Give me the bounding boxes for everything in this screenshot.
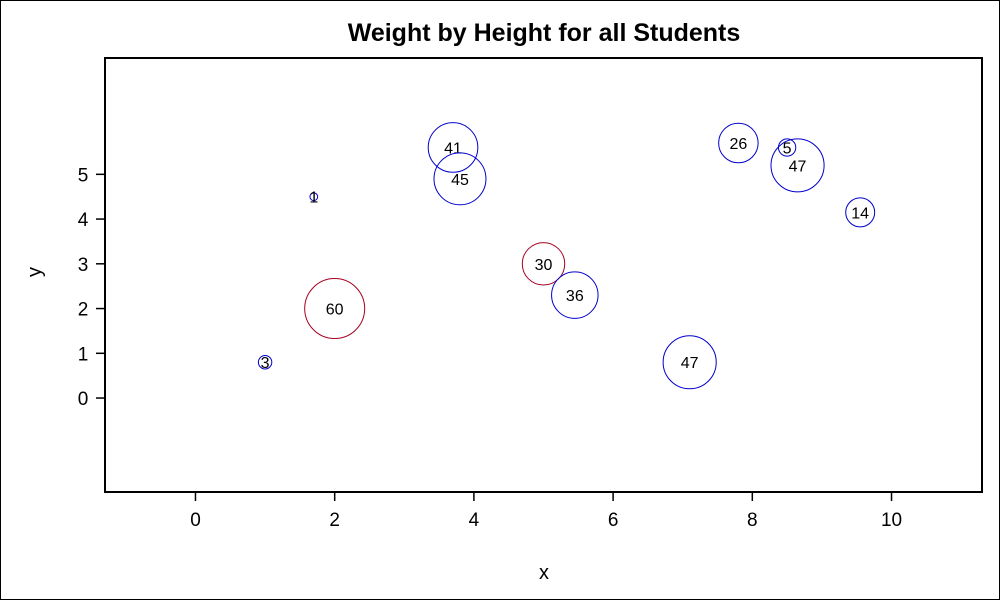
bubble-label: 3 <box>261 355 270 372</box>
y-tick-label: 3 <box>78 255 89 276</box>
bubble-label: 5 <box>783 140 792 157</box>
y-axis-label: y <box>24 267 46 277</box>
y-tick-label: 1 <box>78 344 89 365</box>
bubble-point: 26 <box>718 122 759 164</box>
bubble-label: 41 <box>444 140 462 157</box>
chart-title: Weight by Height for all Students <box>348 19 741 47</box>
x-tick-label: 4 <box>469 510 480 531</box>
bubble-circle <box>551 271 599 319</box>
x-tick-label: 8 <box>747 510 758 531</box>
y-tick-label: 2 <box>78 300 89 321</box>
x-axis: 0 2 4 6 8 10 <box>190 492 902 531</box>
y-tick-label: 4 <box>78 210 89 231</box>
bubble-point: 5 <box>777 138 797 157</box>
bubble-circle <box>304 278 366 340</box>
bubble-point: 1 <box>309 190 318 207</box>
bubble-circle <box>845 197 876 228</box>
bubble-label: 47 <box>789 158 807 175</box>
y-tick-label: 0 <box>78 389 89 410</box>
bubble-label: 30 <box>535 257 553 274</box>
y-tick-label: 5 <box>78 165 89 186</box>
bubble-circle <box>433 152 487 206</box>
bubble-label: 14 <box>851 205 869 222</box>
y-axis: 0 1 2 3 4 5 <box>78 165 105 410</box>
bubble-circle <box>309 192 319 202</box>
bubble-point: 47 <box>770 138 825 193</box>
plot-area <box>104 57 983 493</box>
bubble-label: 1 <box>309 190 318 207</box>
bubble-circle <box>257 355 273 370</box>
bubble-label: 47 <box>681 355 699 372</box>
x-tick-label: 6 <box>608 510 619 531</box>
bubble-point: 30 <box>521 242 566 286</box>
bubble-point: 3 <box>257 355 273 372</box>
bubble-label: 60 <box>326 302 344 319</box>
bubble-point: 41 <box>427 122 479 173</box>
bubble-label: 26 <box>729 136 747 153</box>
bubble-circle <box>521 242 566 286</box>
x-tick-label: 0 <box>190 510 201 531</box>
x-axis-label: x <box>539 562 549 584</box>
bubble-circle <box>770 138 825 193</box>
x-tick-label: 2 <box>329 510 340 531</box>
bubble-point: 47 <box>662 335 717 390</box>
bubble-label: 36 <box>566 288 584 305</box>
bubble-point: 36 <box>551 271 599 319</box>
bubble-circle <box>662 335 717 390</box>
bubble-circle <box>718 122 759 164</box>
bubble-circle <box>427 122 479 173</box>
bubble-point: 45 <box>433 152 487 206</box>
bubble-point: 60 <box>304 278 366 340</box>
bubble-point: 14 <box>845 197 876 228</box>
bubble-label: 45 <box>451 172 469 189</box>
x-tick-label: 10 <box>881 510 902 531</box>
